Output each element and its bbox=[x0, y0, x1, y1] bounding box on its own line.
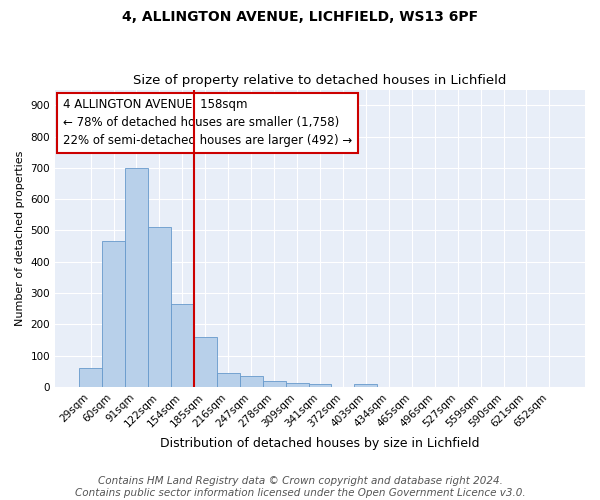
Text: Contains HM Land Registry data © Crown copyright and database right 2024.
Contai: Contains HM Land Registry data © Crown c… bbox=[74, 476, 526, 498]
Text: 4, ALLINGTON AVENUE, LICHFIELD, WS13 6PF: 4, ALLINGTON AVENUE, LICHFIELD, WS13 6PF bbox=[122, 10, 478, 24]
Bar bbox=[355, 384, 377, 387]
Y-axis label: Number of detached properties: Number of detached properties bbox=[15, 150, 25, 326]
Bar bbox=[240, 376, 263, 387]
Text: 4 ALLINGTON AVENUE: 158sqm
← 78% of detached houses are smaller (1,758)
22% of s: 4 ALLINGTON AVENUE: 158sqm ← 78% of deta… bbox=[63, 98, 352, 148]
Bar bbox=[263, 382, 286, 387]
Bar bbox=[217, 372, 240, 387]
Bar bbox=[171, 304, 194, 387]
X-axis label: Distribution of detached houses by size in Lichfield: Distribution of detached houses by size … bbox=[160, 437, 480, 450]
Title: Size of property relative to detached houses in Lichfield: Size of property relative to detached ho… bbox=[133, 74, 507, 87]
Bar bbox=[79, 368, 102, 387]
Bar bbox=[148, 226, 171, 387]
Bar bbox=[286, 383, 308, 387]
Bar bbox=[125, 168, 148, 387]
Bar bbox=[308, 384, 331, 387]
Bar bbox=[102, 241, 125, 387]
Bar bbox=[194, 337, 217, 387]
